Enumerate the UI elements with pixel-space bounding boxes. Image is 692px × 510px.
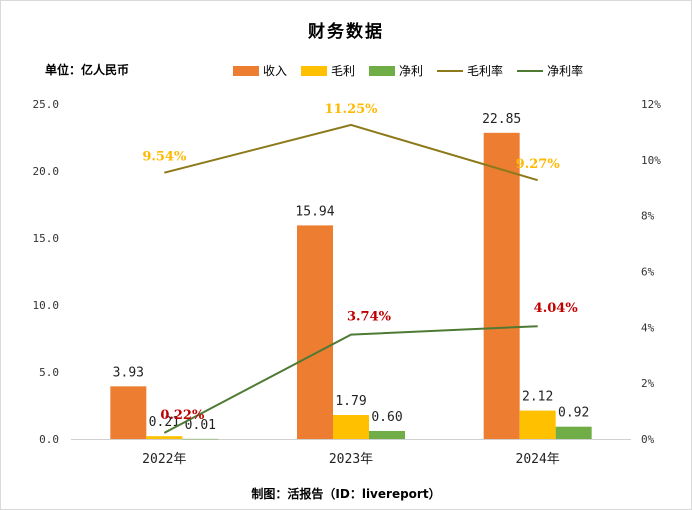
- legend-swatch-revenue: [233, 65, 259, 76]
- revenue-bar-label: 22.85: [482, 112, 521, 127]
- chart-footer: 制图：活报告（ID：livereport）: [251, 487, 441, 501]
- chart-title: 财务数据: [308, 22, 384, 42]
- net-margin-point-label: 4.04%: [534, 301, 579, 316]
- gross-profit-bar: [146, 436, 183, 439]
- y-right-tick-label: 8%: [641, 210, 655, 223]
- legend-item-net-margin: 净利率: [517, 62, 583, 79]
- legend-swatch-net-profit: [369, 65, 396, 76]
- net-profit-bar-label: 0.60: [371, 410, 402, 425]
- revenue-bar-label: 15.94: [295, 204, 334, 219]
- legend-line-gross-margin: [437, 69, 464, 72]
- chart-legend: 收入 毛利 净利 毛利率 净利率: [233, 62, 597, 79]
- gross-profit-bar: [333, 415, 369, 439]
- legend-label-net-margin: 净利率: [547, 64, 584, 78]
- y-right-tick-label: 12%: [641, 98, 661, 111]
- legend-item-gross-margin: 毛利率: [437, 62, 503, 79]
- net-profit-bar: [555, 426, 592, 439]
- y-left-tick-label: 25.0: [33, 98, 60, 111]
- revenue-bar: [483, 132, 520, 439]
- legend-line-net-margin: [517, 69, 544, 72]
- net-margin-line: [163, 325, 538, 434]
- x-tick-label: 2022年: [142, 452, 186, 467]
- gross-margin-point-label: 11.25%: [324, 102, 378, 117]
- y-right-tick-label: 10%: [641, 154, 661, 167]
- legend-item-net-profit: 净利: [369, 62, 423, 79]
- gross-profit-bar-label: 2.12: [522, 390, 553, 405]
- unit-label: 单位：亿人民币: [45, 63, 130, 77]
- net-profit-bar: [182, 438, 219, 440]
- net-profit-bar-label: 0.01: [185, 418, 216, 433]
- y-left-tick-label: 0.0: [39, 433, 59, 446]
- x-tick-label: 2024年: [516, 452, 560, 467]
- legend-label-revenue: 收入: [263, 64, 288, 78]
- revenue-bar: [297, 225, 333, 439]
- y-left-tick-label: 10.0: [33, 299, 60, 312]
- legend-label-net-profit: 净利: [399, 64, 424, 78]
- gross-margin-point-label: 9.54%: [142, 150, 187, 165]
- y-right-tick-label: 2%: [641, 377, 655, 390]
- gross-profit-bar-label: 1.79: [335, 394, 366, 409]
- gross-profit-bar-label: 0.21: [149, 415, 180, 430]
- gross-margin-line: [164, 123, 538, 182]
- y-right-tick-label: 0%: [641, 433, 655, 446]
- x-tick-label: 2023年: [329, 452, 373, 467]
- y-left-tick-label: 15.0: [33, 232, 60, 245]
- net-profit-bar: [369, 430, 405, 439]
- y-right-tick-label: 6%: [641, 266, 655, 279]
- net-profit-bar-label: 0.92: [558, 406, 589, 421]
- legend-item-revenue: 收入: [233, 62, 287, 79]
- legend-label-gross-margin: 毛利率: [467, 64, 504, 78]
- legend-item-gross-profit: 毛利: [301, 62, 355, 79]
- revenue-bar-label: 3.93: [113, 365, 144, 380]
- gross-margin-point-label: 9.27%: [516, 157, 561, 172]
- gross-profit-bar: [519, 410, 556, 439]
- legend-swatch-gross-profit: [301, 65, 328, 76]
- net-margin-point-label: 0.22%: [160, 408, 205, 423]
- y-left-tick-label: 5.0: [39, 366, 59, 379]
- net-margin-point-label: 3.74%: [347, 310, 392, 325]
- revenue-bar: [110, 386, 147, 439]
- y-left-tick-label: 20.0: [33, 165, 60, 178]
- legend-label-gross-profit: 毛利: [331, 64, 356, 78]
- y-right-tick-label: 4%: [641, 321, 655, 334]
